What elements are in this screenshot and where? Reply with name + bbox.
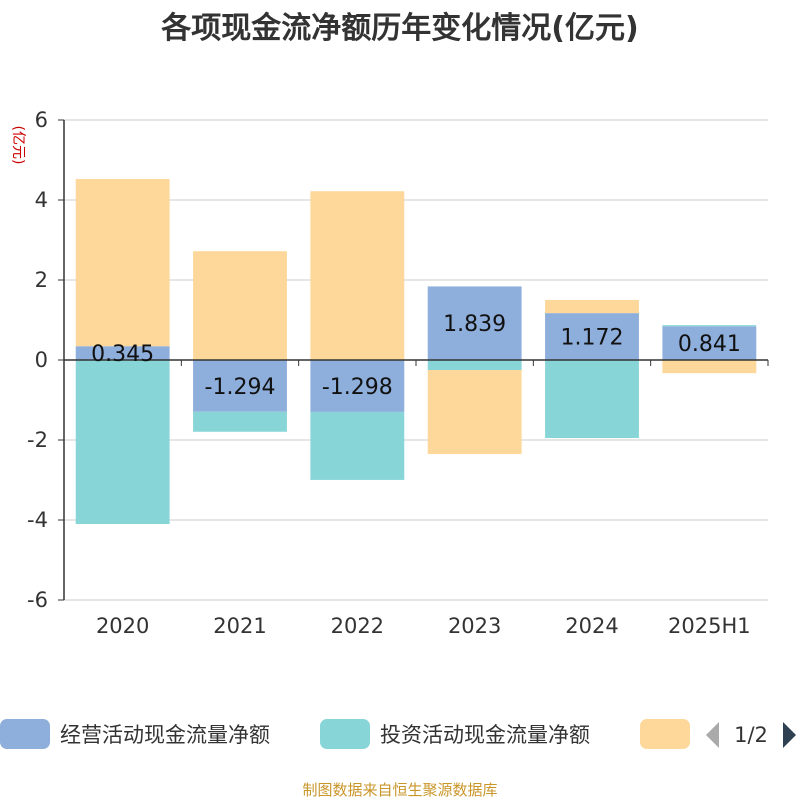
bar-series-2[interactable] [193,251,287,360]
x-tick-label: 2020 [96,614,149,638]
x-tick-label: 2022 [331,614,384,638]
legend-label[interactable]: 经营活动现金流量净额 [60,723,270,747]
bar-series-0[interactable] [427,286,522,360]
axes: 6 4 2 0 -2 -4 -6 2020 2021 2022 2023 2024 2025H1 [27,108,769,638]
bar-series-0[interactable] [310,360,405,412]
bar-series-1[interactable] [75,360,170,524]
y-tick-label: -2 [27,428,48,452]
y-tick-label: 2 [35,268,48,292]
legend-swatch[interactable] [320,719,370,749]
x-tick-label: 2025H1 [668,614,751,638]
y-tick-label: 0 [35,348,48,372]
data-label: 1.172 [561,326,624,351]
bar-series-2[interactable] [662,360,757,374]
legend-swatch[interactable] [640,719,690,749]
data-label: 0.841 [678,332,741,357]
legend-label[interactable]: 投资活动现金流量净额 [380,723,590,747]
legend-next-icon[interactable] [783,722,796,748]
legend[interactable]: 经营活动现金流量净额 投资活动现金流量净额 1/2 [0,719,796,749]
bar-series-1[interactable] [427,360,522,370]
y-tick-label: 4 [35,188,48,212]
data-label: -1.294 [205,375,276,400]
bar-series-2[interactable] [545,299,639,314]
x-tick-label: 2023 [448,614,501,638]
x-tick-label: 2024 [565,614,618,638]
data-labels: 0.345 -1.294 -1.298 1.839 1.172 0.841 [91,312,741,400]
data-label: 0.345 [91,342,154,367]
bar-series-1[interactable] [310,411,405,480]
bar-series-0[interactable] [75,346,170,360]
x-tick-label: 2021 [213,614,266,638]
chart-title: 各项现金流净额历年变化情况(亿元) [160,11,638,46]
bar-series-0[interactable] [545,313,639,360]
legend-swatch[interactable] [0,719,50,749]
y-tick-label: 6 [35,108,48,132]
y-tick-label: -6 [27,588,48,612]
legend-pager-label: 1/2 [734,723,768,747]
bar-series-1[interactable] [662,325,757,327]
bar-series-0[interactable] [662,326,757,360]
bar-series-0[interactable] [193,360,287,412]
data-source: 制图数据来自恒生聚源数据库 [302,781,497,799]
bar-series-1[interactable] [545,360,639,438]
data-label: -1.298 [322,375,393,400]
bar-series-2[interactable] [310,191,405,360]
bars [75,179,757,524]
y-tick-label: -4 [27,508,48,532]
bar-series-2[interactable] [75,179,170,347]
legend-prev-icon[interactable] [706,722,719,748]
data-label: 1.839 [443,312,506,337]
y-axis-unit: (亿元) [10,126,26,165]
bar-series-1[interactable] [193,411,287,432]
bar-series-2[interactable] [427,370,522,454]
